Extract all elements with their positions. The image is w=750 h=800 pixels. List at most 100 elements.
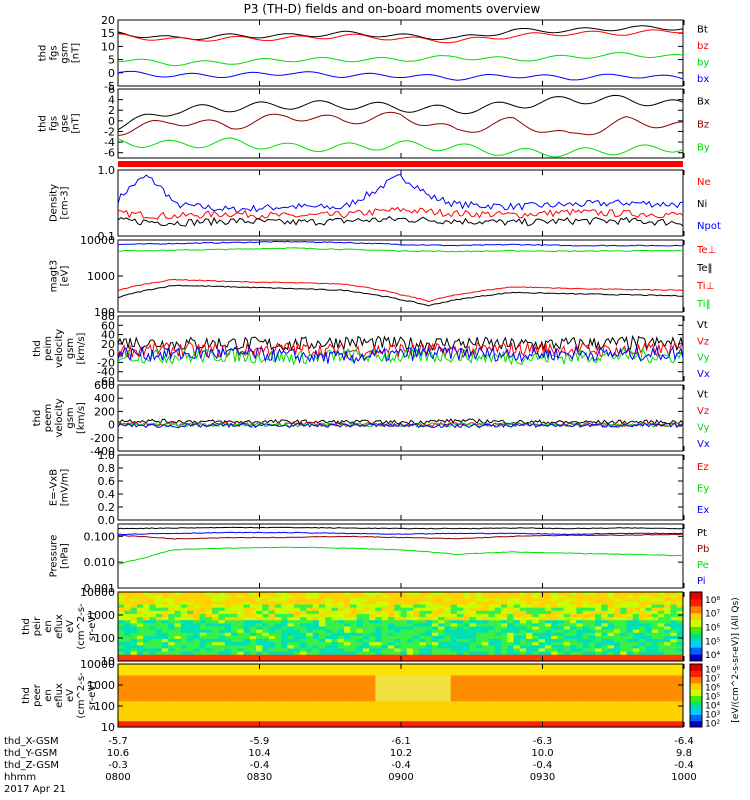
heatmap-cell [268, 715, 276, 720]
heatmap-cell [318, 595, 326, 599]
heatmap-cell [620, 692, 628, 697]
heatmap-cell [500, 632, 508, 637]
heatmap-cell [588, 678, 596, 682]
heatmap-cell [425, 604, 433, 609]
y-axis-label: en [43, 620, 54, 633]
heatmap-cell [149, 712, 157, 717]
y-tick-label: 400 [94, 392, 115, 405]
heatmap-cell [231, 642, 238, 646]
heatmap-cell [362, 604, 370, 609]
heatmap-cell [180, 598, 188, 603]
heatmap-cell [274, 623, 282, 628]
heatmap-cell [174, 635, 182, 640]
heatmap-cell [180, 721, 188, 725]
heatmap-cell [657, 715, 665, 720]
heatmap-cell [350, 620, 358, 624]
heatmap-cell [457, 592, 464, 596]
heatmap-cell [243, 684, 251, 688]
heatmap-cell [325, 709, 333, 714]
panel-frame [117, 384, 684, 452]
heatmap-cell [500, 607, 508, 612]
heatmap-cell [268, 651, 276, 656]
heatmap-cell [344, 675, 351, 679]
heatmap-cell [168, 666, 176, 671]
heatmap-cell [576, 686, 584, 691]
heatmap-cell [463, 629, 471, 634]
heatmap-cell [362, 610, 370, 615]
heatmap-cell [212, 607, 220, 612]
heatmap-cell [595, 607, 602, 612]
heatmap-cell [293, 617, 301, 621]
heatmap-cell [274, 632, 282, 637]
colorbar-cell [690, 664, 702, 671]
heatmap-cell [387, 664, 395, 668]
heatmap-cell [494, 709, 502, 714]
heatmap-cell [168, 704, 176, 708]
heatmap-cell [563, 629, 571, 634]
x-tick-value: 0900 [388, 772, 413, 783]
heatmap-cell [419, 610, 427, 615]
heatmap-cell [563, 639, 571, 643]
heatmap-cell [526, 724, 533, 728]
heatmap-cell [155, 669, 163, 674]
heatmap-cell [400, 598, 408, 603]
heatmap-cell [212, 648, 220, 653]
heatmap-cell [475, 651, 483, 656]
heatmap-cell [519, 623, 527, 628]
heatmap-cell [544, 675, 552, 679]
heatmap-cell [155, 715, 163, 720]
heatmap-cell [243, 669, 251, 674]
heatmap-cell [174, 601, 182, 606]
heatmap-cell [639, 666, 646, 671]
heatmap-cell [500, 724, 508, 728]
heatmap-cell [143, 592, 150, 596]
figure-title: P3 (TH-D) fields and on-board moments ov… [244, 2, 541, 16]
heatmap-cell [362, 651, 370, 656]
heatmap-cell [475, 669, 483, 674]
heatmap-cell [281, 639, 289, 643]
heatmap-cell [538, 672, 546, 677]
heatmap-cell [362, 724, 370, 728]
heatmap-cell [639, 706, 646, 711]
heatmap-cell [588, 721, 596, 725]
heatmap-cell [243, 617, 251, 621]
heatmap-cell [262, 678, 270, 682]
heatmap-cell [632, 721, 640, 725]
heatmap-cell [274, 639, 282, 643]
heatmap-cell [588, 639, 596, 643]
heatmap-cell [482, 669, 489, 674]
heatmap-cell [249, 595, 257, 599]
heatmap-cell [325, 632, 333, 637]
heatmap-cell [607, 695, 615, 699]
heatmap-cell [155, 686, 163, 691]
heatmap-cell [526, 692, 533, 697]
heatmap-cell [256, 604, 263, 609]
heatmap-cell [463, 626, 471, 631]
heatmap-cell [513, 604, 521, 609]
heatmap-cell [331, 635, 339, 640]
heatmap-cell [274, 709, 282, 714]
heatmap-cell [494, 701, 502, 705]
heatmap-cell [155, 664, 163, 668]
heatmap-cell [488, 654, 496, 659]
heatmap-cell [657, 626, 665, 631]
heatmap-cell [344, 623, 351, 628]
heatmap-cell [268, 598, 276, 603]
heatmap-cell [287, 592, 295, 596]
heatmap-cell [249, 686, 257, 691]
heatmap-cell [300, 666, 307, 671]
heatmap-cell [620, 715, 628, 720]
heatmap-cell [124, 613, 132, 618]
heatmap-cell [563, 642, 571, 646]
heatmap-cell [118, 675, 125, 679]
heatmap-cell [243, 635, 251, 640]
heatmap-cell [262, 613, 270, 618]
heatmap-cell [199, 721, 207, 725]
heatmap-cell [576, 623, 584, 628]
heatmap-cell [281, 675, 289, 679]
y-tick-label: 0.100 [84, 530, 116, 543]
heatmap-cell [657, 657, 665, 662]
heatmap-cell [237, 698, 245, 702]
heatmap-cell [645, 715, 653, 720]
heatmap-cell [488, 648, 496, 653]
